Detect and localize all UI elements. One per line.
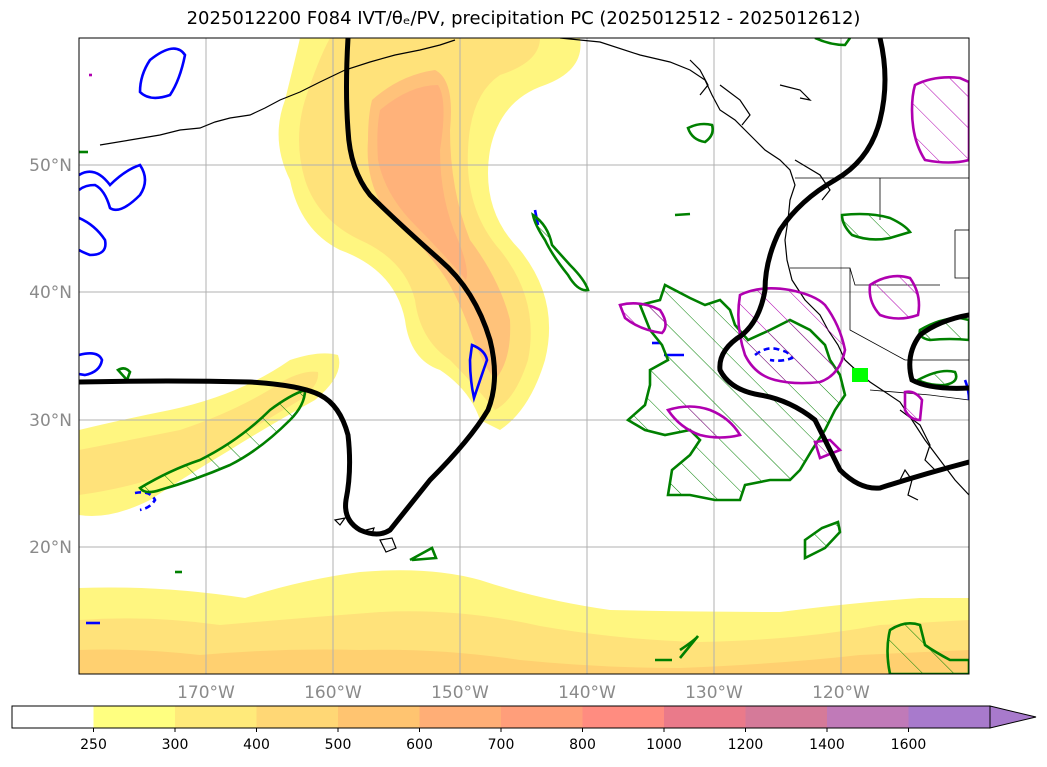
colorbar-swatch — [12, 706, 94, 728]
ivt-plume-north-inner — [377, 85, 467, 280]
colorbar-swatch — [827, 706, 909, 728]
lon-label-120w: 120°W — [812, 683, 870, 703]
colorbar-swatch — [338, 706, 420, 728]
colorbar-swatch — [501, 706, 583, 728]
colorbar-extend-arrow — [989, 705, 1037, 729]
colorbar-tick-label: 1200 — [728, 737, 764, 753]
colorbar-swatch — [256, 706, 339, 728]
colorbar-tick-label: 800 — [569, 737, 596, 753]
colorbar-swatch — [582, 706, 665, 728]
colorbar-swatch — [745, 706, 828, 728]
colorbar-tick-label: 600 — [406, 737, 433, 753]
plot-area — [79, 38, 969, 674]
colorbar-swatch — [419, 706, 502, 728]
precip-magenta-contours — [89, 73, 969, 460]
lat-label-50n: 50°N — [29, 156, 72, 176]
lon-label-170w: 170°W — [177, 683, 235, 703]
ivt-band-south-core — [79, 649, 969, 674]
location-marker — [852, 368, 868, 382]
lat-label-30n: 30°N — [29, 411, 72, 431]
colorbar-tick-label: 1000 — [646, 737, 682, 753]
colorbar-tick-label: 400 — [243, 737, 270, 753]
lat-label-20n: 20°N — [29, 538, 72, 558]
lon-label-140w: 140°W — [558, 683, 616, 703]
lat-label-40n: 40°N — [29, 283, 72, 303]
colorbar-swatch — [664, 706, 746, 728]
colorbar-tick-label: 500 — [325, 737, 352, 753]
colorbar-swatch — [908, 706, 991, 728]
colorbar-tick-label: 700 — [488, 737, 515, 753]
political-borders — [790, 177, 969, 401]
colorbar-swatch — [93, 706, 176, 728]
colorbar: 250 300 400 500 600 700 800 1000 1200 1400 1600 — [11, 705, 1037, 753]
lon-label-150w: 150°W — [431, 683, 489, 703]
colorbar-tick-label: 1400 — [809, 737, 845, 753]
colorbar-tick-label: 300 — [162, 737, 189, 753]
theta-e-contours — [79, 38, 969, 537]
colorbar-swatch — [175, 706, 257, 728]
lon-label-160w: 160°W — [304, 683, 362, 703]
colorbar-tick-label: 250 — [80, 737, 107, 753]
ivt-band-west-mid — [79, 371, 319, 495]
coastlines — [99, 38, 969, 553]
plot-frame — [78, 37, 970, 675]
colorbar-tick-label: 1600 — [891, 737, 927, 753]
lon-label-130w: 130°W — [685, 683, 743, 703]
figure-title: 2025012200 F084 IVT/θₑ/PV, precipitation… — [186, 8, 861, 29]
